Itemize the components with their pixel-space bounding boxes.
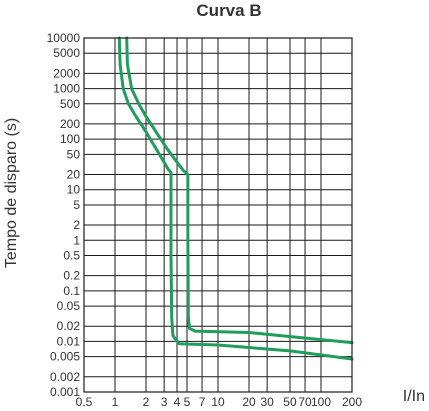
y-tick-label: 0.02 <box>57 319 81 333</box>
y-tick-label: 0.001 <box>50 385 80 399</box>
y-tick-label: 500 <box>60 97 80 111</box>
y-tick-label: 1 <box>73 233 80 247</box>
x-tick-label: 30 <box>260 395 274 409</box>
x-tick-label: 20 <box>242 395 256 409</box>
trip-curve-2 <box>125 36 354 345</box>
y-tick-label: 100 <box>60 132 80 146</box>
y-tick-label: 0.002 <box>50 370 80 384</box>
y-tick-label: 0.01 <box>57 334 81 348</box>
y-tick-label: 0.05 <box>57 299 81 313</box>
x-tick-label: 0.5 <box>76 395 93 409</box>
y-tick-label: 5 <box>73 198 80 212</box>
x-tick-label: 50 <box>283 395 297 409</box>
y-tick-label: 0.2 <box>63 269 80 283</box>
x-tick-labels: 0.5 1 2 3 4 5 7 10 20 30 50 70 100 200 <box>76 395 363 409</box>
curves <box>117 36 354 361</box>
y-tick-label: 50 <box>67 147 81 161</box>
x-tick-label: 10 <box>211 395 225 409</box>
x-tick-label: 3 <box>161 395 168 409</box>
y-tick-label: 10000 <box>47 31 81 45</box>
y-tick-label: 5000 <box>53 46 80 60</box>
y-tick-label: 1000 <box>53 82 80 96</box>
chart-title: Curva B <box>196 1 261 20</box>
y-tick-label: 0.5 <box>63 249 80 263</box>
y-tick-label: 200 <box>60 117 80 131</box>
x-tick-label: 5 <box>184 395 191 409</box>
x-tick-label: 100 <box>311 395 331 409</box>
y-tick-label: 0.005 <box>50 350 80 364</box>
x-axis-label: I/In <box>403 388 425 405</box>
y-tick-label: 2000 <box>53 66 80 80</box>
x-tick-label: 7 <box>199 395 206 409</box>
x-tick-label: 1 <box>112 395 119 409</box>
x-tick-label: 4 <box>174 395 181 409</box>
y-axis-label: Tempo de disparo (s) <box>3 118 20 268</box>
trip-curve-1 <box>117 36 354 361</box>
plot-frame <box>83 37 353 393</box>
y-tick-label: 10 <box>67 183 81 197</box>
y-tick-label: 2 <box>73 218 80 232</box>
x-tick-label: 200 <box>342 395 362 409</box>
y-tick-label: 20 <box>67 167 81 181</box>
x-tick-label: 70 <box>298 395 312 409</box>
x-tick-label: 2 <box>143 395 150 409</box>
y-tick-label: 0.1 <box>63 284 80 298</box>
